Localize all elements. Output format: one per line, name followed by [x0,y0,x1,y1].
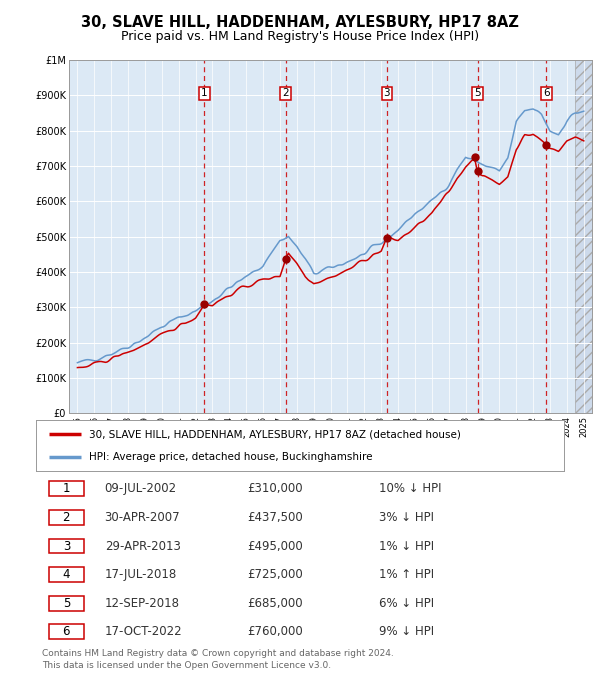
FancyBboxPatch shape [49,481,83,496]
Text: 3: 3 [383,88,390,99]
Text: 9% ↓ HPI: 9% ↓ HPI [379,625,434,639]
Text: 30, SLAVE HILL, HADDENHAM, AYLESBURY, HP17 8AZ (detached house): 30, SLAVE HILL, HADDENHAM, AYLESBURY, HP… [89,429,461,439]
Text: 6% ↓ HPI: 6% ↓ HPI [379,596,434,610]
Text: 1% ↓ HPI: 1% ↓ HPI [379,539,434,553]
FancyBboxPatch shape [49,624,83,639]
Text: 17-OCT-2022: 17-OCT-2022 [104,625,182,639]
Text: £437,500: £437,500 [247,511,303,524]
Text: 3% ↓ HPI: 3% ↓ HPI [379,511,434,524]
Text: 17-JUL-2018: 17-JUL-2018 [104,568,177,581]
Text: 09-JUL-2002: 09-JUL-2002 [104,482,177,496]
Text: £495,000: £495,000 [247,539,303,553]
Text: 2: 2 [282,88,289,99]
Text: £760,000: £760,000 [247,625,303,639]
Text: Contains HM Land Registry data © Crown copyright and database right 2024.
This d: Contains HM Land Registry data © Crown c… [42,649,394,670]
FancyBboxPatch shape [49,567,83,582]
Text: 5: 5 [474,88,481,99]
Bar [575,60,592,413]
Text: £725,000: £725,000 [247,568,303,581]
Text: 10% ↓ HPI: 10% ↓ HPI [379,482,442,496]
Text: 3: 3 [62,539,70,553]
Text: 2: 2 [62,511,70,524]
Text: 5: 5 [62,596,70,610]
Text: 12-SEP-2018: 12-SEP-2018 [104,596,179,610]
Text: HPI: Average price, detached house, Buckinghamshire: HPI: Average price, detached house, Buck… [89,452,372,462]
Text: 6: 6 [543,88,550,99]
FancyBboxPatch shape [49,539,83,554]
Text: 29-APR-2013: 29-APR-2013 [104,539,181,553]
Text: 1: 1 [201,88,208,99]
Text: £310,000: £310,000 [247,482,303,496]
Text: 6: 6 [62,625,70,639]
Text: 30-APR-2007: 30-APR-2007 [104,511,180,524]
Text: 4: 4 [62,568,70,581]
Text: 30, SLAVE HILL, HADDENHAM, AYLESBURY, HP17 8AZ: 30, SLAVE HILL, HADDENHAM, AYLESBURY, HP… [81,15,519,30]
FancyBboxPatch shape [49,596,83,611]
Bar [575,60,592,413]
Text: £685,000: £685,000 [247,596,303,610]
FancyBboxPatch shape [49,510,83,525]
Text: Price paid vs. HM Land Registry's House Price Index (HPI): Price paid vs. HM Land Registry's House … [121,30,479,43]
Text: 1: 1 [62,482,70,496]
Text: 1% ↑ HPI: 1% ↑ HPI [379,568,434,581]
